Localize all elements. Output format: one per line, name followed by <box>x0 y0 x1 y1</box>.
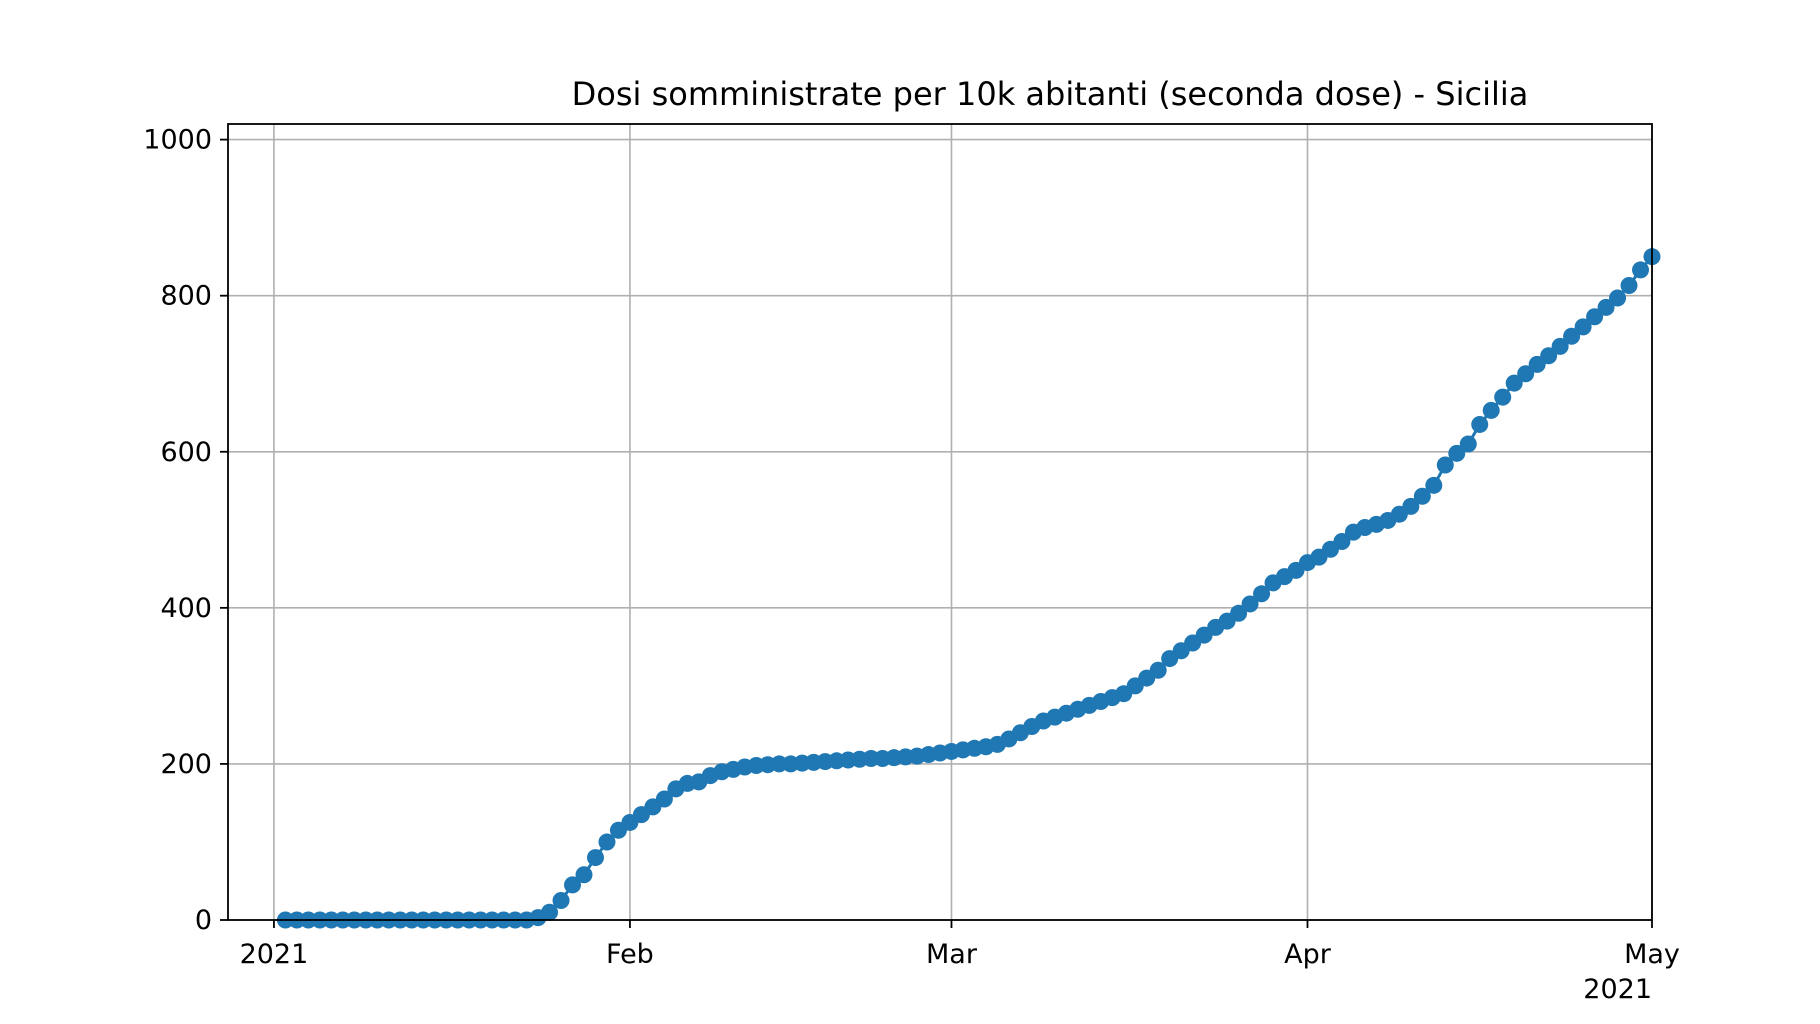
data-point <box>586 849 604 867</box>
x-tick-label: 2021 <box>240 939 309 970</box>
y-tick-label: 200 <box>160 749 212 780</box>
data-point <box>1425 476 1443 494</box>
data-point <box>1574 318 1592 336</box>
data-point <box>1620 277 1638 295</box>
plot-frame <box>227 123 1653 921</box>
data-point <box>1482 401 1500 419</box>
data-point <box>1230 604 1248 622</box>
data-point <box>598 833 616 851</box>
data-point <box>1413 487 1431 505</box>
data-point <box>1471 415 1489 433</box>
data-point <box>541 903 559 921</box>
data-point <box>1494 388 1512 406</box>
x-tick-label: Mar <box>926 939 978 970</box>
x-axis-offset-label: 2021 <box>1583 974 1652 1005</box>
data-point <box>575 866 593 884</box>
grid-layer <box>228 124 1653 921</box>
data-point <box>1448 444 1466 462</box>
y-tick-label: 800 <box>160 281 212 312</box>
y-tick-label: 400 <box>160 593 212 624</box>
data-point <box>1551 337 1569 355</box>
data-point <box>1632 261 1650 279</box>
data-point <box>1586 308 1604 326</box>
x-tick-label: Apr <box>1284 939 1332 970</box>
data-point <box>552 891 570 909</box>
data-point <box>1253 585 1271 603</box>
data-point <box>1459 435 1477 453</box>
x-tick-label: May <box>1624 939 1680 970</box>
data-point <box>1517 365 1535 383</box>
data-point <box>1402 497 1420 515</box>
series-layer <box>276 248 1661 929</box>
ticks-layer: 0 200 400 600 800 1000 2021 Feb Mar Apr May <box>143 125 1680 970</box>
data-point <box>1149 661 1167 679</box>
data-point <box>655 790 673 808</box>
data-point <box>1436 456 1454 474</box>
y-tick-label: 1000 <box>143 125 212 156</box>
y-tick-label: 0 <box>195 905 212 936</box>
series-line <box>285 255 1654 922</box>
data-point <box>1333 533 1351 551</box>
data-point <box>1609 289 1627 307</box>
data-point <box>1597 298 1615 316</box>
data-point <box>564 876 582 894</box>
x-tick-label: Feb <box>606 939 654 970</box>
y-tick-label: 600 <box>160 437 212 468</box>
data-point <box>1505 374 1523 392</box>
data-point <box>1563 327 1581 345</box>
chart-title: Dosi somministrate per 10k abitanti (sec… <box>572 75 1529 113</box>
data-point <box>1540 347 1558 365</box>
data-point <box>1241 595 1259 613</box>
